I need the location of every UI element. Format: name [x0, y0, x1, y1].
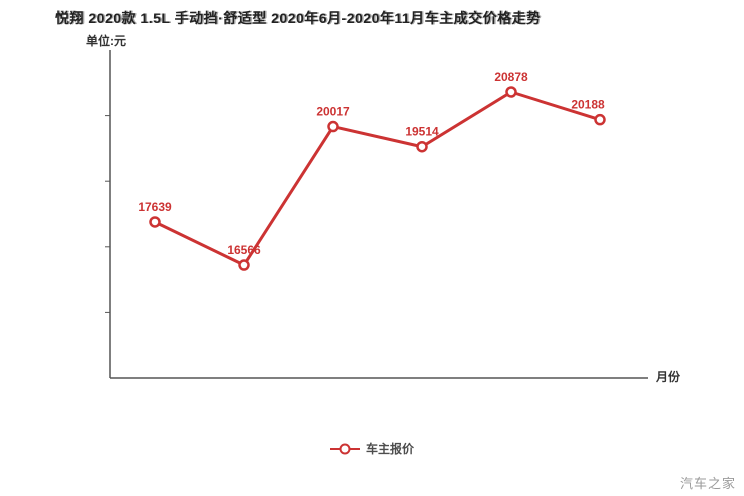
data-point-label: 20878: [494, 70, 528, 84]
data-point: [416, 140, 428, 153]
data-point: [594, 113, 606, 126]
chart-title: 悦翔 2020款 1.5L 手动挡·舒适型 2020年6月-2020年11月车主…: [55, 10, 541, 26]
series-line: [153, 90, 602, 267]
watermark-logo: 汽车之家: [679, 476, 736, 491]
chart-legend: 车主报价: [0, 440, 744, 457]
legend-line-marker: [329, 443, 360, 454]
data-point-label: 16566: [227, 243, 261, 257]
data-point: [327, 120, 339, 133]
legend-point-icon: [339, 443, 351, 454]
data-point-label: 19514: [405, 125, 439, 139]
data-point-label: 20017: [316, 105, 350, 119]
legend-label: 车主报价: [365, 442, 414, 456]
data-point-label: 17639: [138, 200, 172, 214]
chart-svg: 17639 16566 20017 19514 20878 20188: [105, 50, 648, 379]
y-axis-unit-label: 单位:元: [86, 34, 126, 48]
data-point: [238, 259, 250, 271]
data-point-label: 20188: [571, 98, 605, 112]
data-point: [505, 86, 517, 98]
data-point: [149, 216, 161, 228]
x-axis-label: 月份: [656, 370, 681, 384]
